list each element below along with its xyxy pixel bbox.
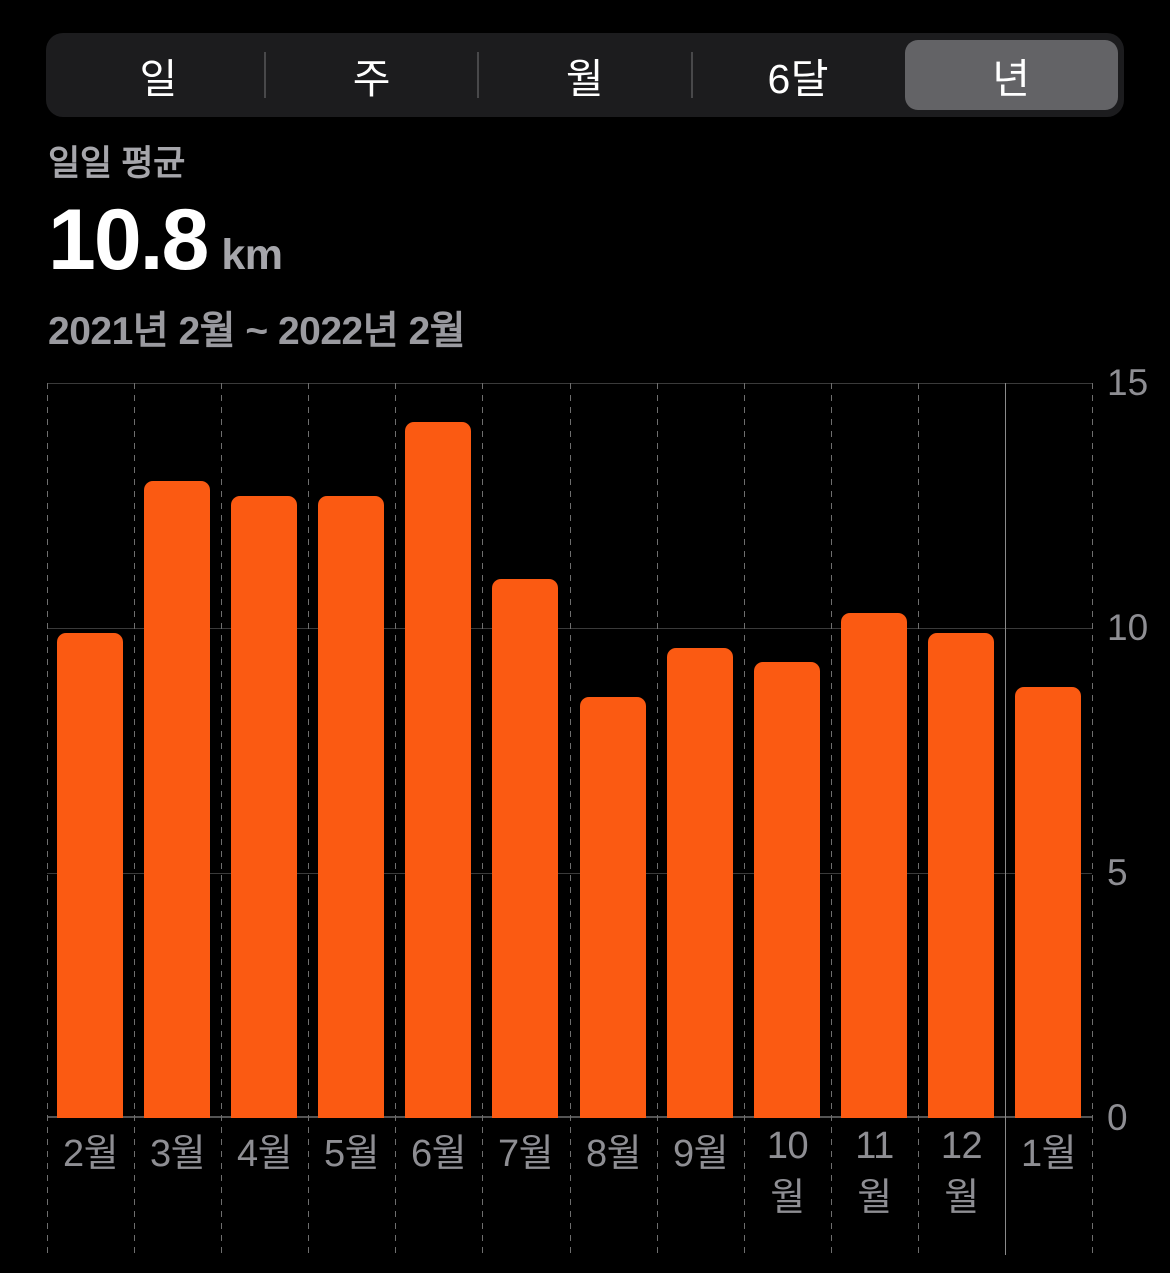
segment-divider xyxy=(690,52,693,98)
bar-4월[interactable] xyxy=(231,495,297,1118)
bar-10월[interactable] xyxy=(754,662,820,1118)
bar-9월[interactable] xyxy=(667,647,733,1118)
bar-1월[interactable] xyxy=(1015,686,1081,1118)
y-tick-5: 5 xyxy=(1107,852,1128,893)
bar-6월[interactable] xyxy=(405,422,471,1118)
y-tick-0: 0 xyxy=(1107,1097,1128,1138)
segment-month[interactable]: 월 xyxy=(478,40,693,110)
segment-week[interactable]: 주 xyxy=(265,40,480,110)
bar-11월[interactable] xyxy=(841,613,907,1118)
segment-day[interactable]: 일 xyxy=(52,40,267,110)
column-divider xyxy=(744,383,745,1255)
segment-divider xyxy=(477,52,480,98)
bar-7월[interactable] xyxy=(492,579,558,1118)
x-tick-2월: 2월 xyxy=(62,1133,119,1175)
y-tick-15: 15 xyxy=(1107,362,1149,403)
segment-year-label: 년 xyxy=(992,56,1031,102)
segment-month-label: 월 xyxy=(565,56,605,102)
column-divider xyxy=(482,383,483,1255)
segment-divider xyxy=(264,52,267,98)
bar-2월[interactable] xyxy=(57,632,123,1118)
x-tick-7월: 7월 xyxy=(497,1133,554,1175)
column-divider xyxy=(918,383,919,1255)
bar-5월[interactable] xyxy=(318,495,384,1118)
chart-gridlines xyxy=(47,383,1093,1255)
chart-bars[interactable] xyxy=(47,383,1092,1118)
bar-12월[interactable] xyxy=(928,632,994,1118)
column-divider xyxy=(570,383,571,1255)
x-tick-4월: 4월 xyxy=(236,1133,293,1175)
y-tick-10: 10 xyxy=(1107,607,1149,648)
column-divider xyxy=(134,383,135,1255)
summary-label: 일일 평균 xyxy=(48,144,186,183)
column-divider xyxy=(395,383,396,1255)
bar-3월[interactable] xyxy=(144,481,210,1118)
column-divider xyxy=(657,383,658,1255)
column-divider xyxy=(308,383,309,1255)
bar-8월[interactable] xyxy=(580,696,646,1118)
gridline-15 xyxy=(47,383,1092,384)
segment-six-months[interactable]: 6달 xyxy=(692,40,905,110)
x-tick-5월: 5월 xyxy=(323,1133,380,1175)
gridline-10 xyxy=(47,628,1092,629)
column-divider xyxy=(831,383,832,1255)
column-divider xyxy=(221,383,222,1255)
x-axis-labels: 2월 3월 4월 5월 6월 7월 8월 9월 10 월 11 월 12 월 1월 xyxy=(47,1125,1092,1248)
gridline-0 xyxy=(47,1116,1092,1118)
column-divider xyxy=(1092,383,1093,1255)
time-range-segmented-control[interactable]: 일 주 월 6달 년 xyxy=(46,33,1124,117)
column-divider xyxy=(47,383,48,1255)
summary-value-row: 10.8 km xyxy=(48,192,1048,288)
x-tick-8월: 8월 xyxy=(585,1133,642,1175)
x-tick-6월: 6월 xyxy=(410,1133,467,1175)
segment-day-label: 일 xyxy=(139,56,178,102)
segment-year[interactable]: 년 xyxy=(904,40,1119,110)
summary-unit: km xyxy=(221,231,283,279)
year-boundary-line xyxy=(1005,383,1006,1255)
x-tick-10월: 10 월 xyxy=(766,1125,809,1219)
bar-chart[interactable] xyxy=(47,383,1093,1255)
summary-date-range: 2021년 2월 ~ 2022년 2월 xyxy=(48,309,466,353)
summary-value: 10.8 xyxy=(48,192,209,288)
gridline-5 xyxy=(47,873,1092,874)
segment-six-months-label: 6달 xyxy=(767,56,829,102)
x-tick-9월: 9월 xyxy=(672,1133,729,1175)
summary-header: 일일 평균 10.8 km 2021년 2월 ~ 2022년 2월 xyxy=(48,135,1048,356)
segment-week-label: 주 xyxy=(352,56,391,102)
x-tick-1월: 1월 xyxy=(1020,1133,1077,1175)
x-tick-3월: 3월 xyxy=(149,1133,206,1175)
x-tick-12월: 12 월 xyxy=(940,1125,983,1219)
x-tick-11월: 11 월 xyxy=(855,1125,894,1219)
